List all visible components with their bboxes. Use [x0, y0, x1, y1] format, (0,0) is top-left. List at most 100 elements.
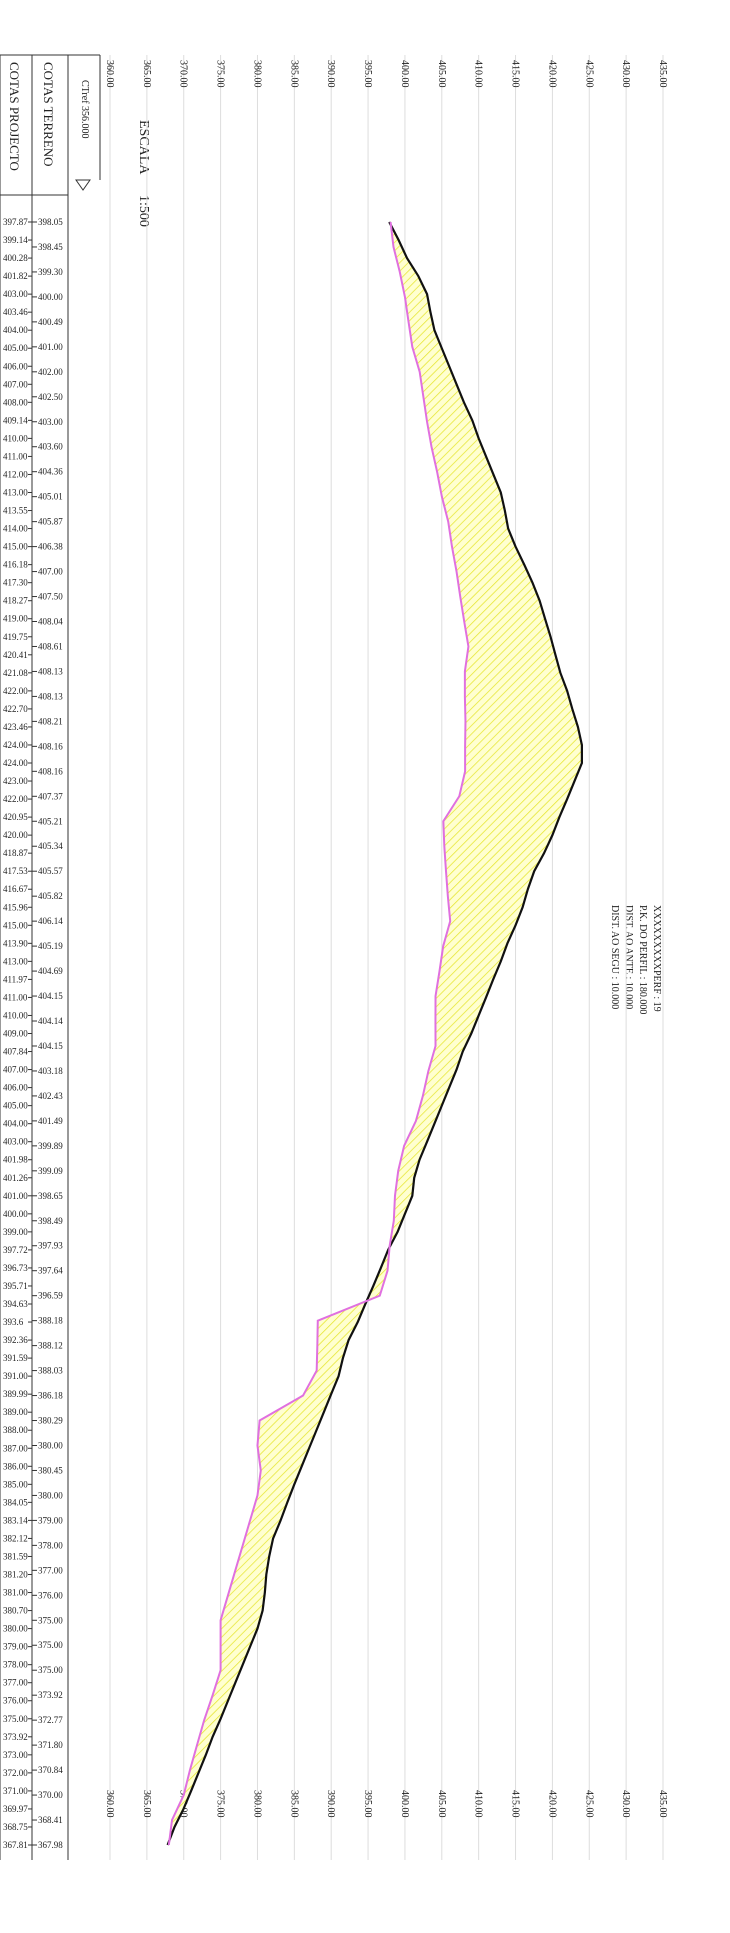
col-project-header: COTAS PROJECTO — [7, 62, 22, 171]
project-level: 372.77 — [38, 1715, 63, 1725]
terrain-level: 403.00 — [3, 1137, 28, 1147]
tick-label-top: 395.00 — [362, 60, 373, 88]
table-frame — [0, 54, 101, 1860]
project-level: 368.41 — [38, 1815, 63, 1825]
project-level: 400.00 — [38, 292, 63, 302]
project-level: 404.36 — [38, 467, 63, 477]
terrain-level: 403.46 — [3, 307, 28, 317]
terrain-level: 420.00 — [3, 830, 28, 840]
terrain-level: 381.59 — [3, 1551, 28, 1561]
terrain-level: 413.00 — [3, 488, 28, 498]
project-level: 402.00 — [38, 367, 63, 377]
project-level: 407.37 — [38, 791, 63, 801]
terrain-level: 372.00 — [3, 1768, 28, 1778]
project-level: 405.34 — [38, 841, 63, 851]
terrain-level: 415.00 — [3, 920, 28, 930]
cut-fill-hatch — [167, 222, 582, 1845]
tick-label-bottom: 390.00 — [325, 1790, 336, 1818]
project-level: 405.21 — [38, 816, 63, 826]
terrain-level: 407.00 — [3, 1065, 28, 1075]
terrain-level: 381.00 — [3, 1588, 28, 1598]
terrain-level: 371.00 — [3, 1786, 28, 1796]
project-level: 380.00 — [38, 1440, 63, 1450]
project-level: 405.19 — [38, 941, 63, 951]
terrain-level: 368.75 — [3, 1822, 28, 1832]
tick-label-top: 375.00 — [215, 60, 226, 88]
project-level: 404.14 — [38, 1016, 63, 1026]
project-level: 396.59 — [38, 1291, 63, 1301]
terrain-level: 422.00 — [3, 686, 28, 696]
project-level: 401.00 — [38, 342, 63, 352]
terrain-level: 406.00 — [3, 361, 28, 371]
terrain-level: 409.14 — [3, 415, 28, 425]
project-level: 371.80 — [38, 1740, 63, 1750]
terrain-level: 386.00 — [3, 1461, 28, 1471]
terrain-level: 407.84 — [3, 1047, 28, 1057]
project-level: 401.49 — [38, 1116, 63, 1126]
project-level: 404.15 — [38, 991, 63, 1001]
terrain-level: 380.70 — [3, 1606, 28, 1616]
terrain-level: 416.18 — [3, 560, 28, 570]
terrain-level: 409.00 — [3, 1029, 28, 1039]
tick-label-top: 390.00 — [325, 60, 336, 88]
terrain-level: 394.63 — [3, 1299, 28, 1309]
terrain-level: 405.00 — [3, 1101, 28, 1111]
info-line: DIST. AO ANTE : 10.000 — [623, 905, 634, 1009]
terrain-level: 422.00 — [3, 794, 28, 804]
project-level: 388.12 — [38, 1341, 63, 1351]
terrain-level: 404.00 — [3, 1119, 28, 1129]
terrain-level: 406.00 — [3, 1083, 28, 1093]
project-level: 408.04 — [38, 617, 63, 627]
terrain-level: 397.72 — [3, 1245, 28, 1255]
project-level: 377.00 — [38, 1565, 63, 1575]
terrain-level: 376.00 — [3, 1696, 28, 1706]
terrain-level: 381.20 — [3, 1570, 28, 1580]
terrain-level: 375.00 — [3, 1714, 28, 1724]
scale-value: 1:500 — [136, 195, 151, 227]
project-level: 399.89 — [38, 1141, 63, 1151]
project-level: 399.09 — [38, 1166, 63, 1176]
project-level: 367.98 — [38, 1840, 63, 1850]
project-level: 375.00 — [38, 1665, 63, 1675]
terrain-level: 399.14 — [3, 235, 28, 245]
tick-label-bottom: 420.00 — [546, 1790, 557, 1818]
tick-label-bottom: 425.00 — [583, 1790, 594, 1818]
terrain-level: 410.00 — [3, 1010, 28, 1020]
ref-marker — [75, 179, 91, 191]
terrain-level: 423.00 — [3, 776, 28, 786]
tick-label-top: 410.00 — [473, 60, 484, 88]
terrain-level: 373.92 — [3, 1732, 28, 1742]
terrain-level: 401.82 — [3, 271, 28, 281]
terrain-level: 401.00 — [3, 1191, 28, 1201]
terrain-level: 411.00 — [3, 451, 28, 461]
terrain-level: 391.00 — [3, 1371, 28, 1381]
terrain-level: 403.00 — [3, 289, 28, 299]
terrain-level: 377.00 — [3, 1678, 28, 1688]
project-level: 398.65 — [38, 1191, 63, 1201]
terrain-level: 410.00 — [3, 433, 28, 443]
project-level: 400.49 — [38, 317, 63, 327]
terrain-level: 424.00 — [3, 740, 28, 750]
project-level: 405.57 — [38, 866, 63, 876]
terrain-line — [166, 221, 583, 1846]
project-level: 386.18 — [38, 1391, 63, 1401]
terrain-level: 419.00 — [3, 614, 28, 624]
terrain-level: 417.30 — [3, 578, 28, 588]
project-level: 376.00 — [38, 1590, 63, 1600]
terrain-level: 423.46 — [3, 722, 28, 732]
project-level: 398.05 — [38, 217, 63, 227]
tick-label-top: 385.00 — [288, 60, 299, 88]
project-level: 408.61 — [38, 641, 63, 651]
info-line: DIST. AO SEGU : 10.000 — [609, 905, 620, 1009]
terrain-level: 424.00 — [3, 758, 28, 768]
project-level: 370.84 — [38, 1765, 63, 1775]
col-terrain-header: COTAS TERRENO — [41, 62, 56, 167]
terrain-level: 380.00 — [3, 1624, 28, 1634]
project-level: 406.14 — [38, 916, 63, 926]
project-level: 408.13 — [38, 666, 63, 676]
project-level: 404.69 — [38, 966, 63, 976]
terrain-level: 395.71 — [3, 1281, 28, 1291]
tick-label-top: 435.00 — [657, 60, 668, 88]
tick-label-top: 415.00 — [510, 60, 521, 88]
terrain-level: 411.00 — [3, 992, 28, 1002]
